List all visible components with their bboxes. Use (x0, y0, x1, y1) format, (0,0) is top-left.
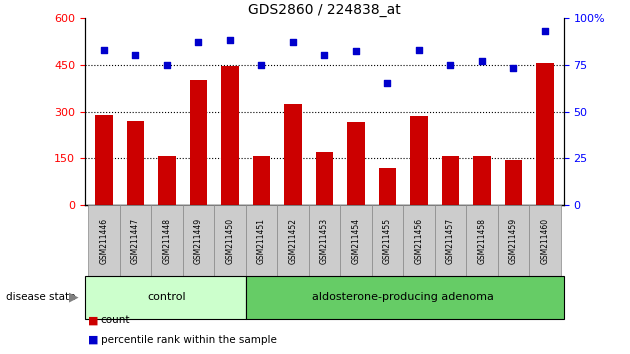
FancyBboxPatch shape (529, 205, 561, 276)
Title: GDS2860 / 224838_at: GDS2860 / 224838_at (248, 3, 401, 17)
FancyBboxPatch shape (372, 205, 403, 276)
Bar (347, 122, 365, 205)
Point (414, 47, 424, 52)
Text: GSM211450: GSM211450 (226, 218, 234, 264)
Point (225, 38, 235, 43)
Point (99, 47, 109, 52)
Text: ■: ■ (88, 315, 99, 325)
Bar (221, 66, 239, 205)
Bar (95, 115, 113, 205)
Text: GSM211447: GSM211447 (131, 218, 140, 264)
Point (319, 52, 329, 58)
Text: ■: ■ (88, 335, 99, 345)
Text: GSM211451: GSM211451 (257, 218, 266, 264)
FancyBboxPatch shape (151, 205, 183, 276)
FancyBboxPatch shape (435, 205, 466, 276)
Text: GSM211459: GSM211459 (509, 218, 518, 264)
FancyBboxPatch shape (498, 205, 529, 276)
Text: count: count (101, 315, 130, 325)
Text: GSM211448: GSM211448 (163, 218, 171, 264)
Point (445, 62, 455, 68)
Bar (505, 160, 522, 205)
Bar (253, 156, 270, 205)
Bar (410, 116, 428, 205)
Point (477, 58, 487, 64)
Text: GSM211455: GSM211455 (383, 218, 392, 264)
Point (193, 39, 203, 45)
Bar (473, 156, 491, 205)
Text: aldosterone-producing adenoma: aldosterone-producing adenoma (312, 292, 494, 302)
Text: GSM211457: GSM211457 (446, 218, 455, 264)
FancyBboxPatch shape (403, 205, 435, 276)
Text: disease state: disease state (6, 292, 76, 302)
Text: GSM211454: GSM211454 (352, 218, 360, 264)
Text: GSM211452: GSM211452 (289, 218, 297, 264)
Point (540, 28, 550, 34)
Bar (158, 156, 176, 205)
Point (351, 48, 361, 54)
Text: ▶: ▶ (69, 291, 79, 304)
FancyBboxPatch shape (340, 205, 372, 276)
Bar (127, 121, 144, 205)
FancyBboxPatch shape (214, 205, 246, 276)
FancyBboxPatch shape (466, 205, 498, 276)
Point (288, 39, 298, 45)
Text: GSM211449: GSM211449 (194, 218, 203, 264)
Bar (442, 156, 459, 205)
Text: GSM211453: GSM211453 (320, 218, 329, 264)
FancyBboxPatch shape (309, 205, 340, 276)
Text: GSM211458: GSM211458 (478, 218, 486, 264)
FancyBboxPatch shape (120, 205, 151, 276)
Bar (536, 63, 554, 205)
FancyBboxPatch shape (246, 276, 564, 319)
Point (508, 65, 518, 71)
Point (162, 62, 172, 68)
Point (256, 62, 266, 68)
Text: GSM211456: GSM211456 (415, 218, 423, 264)
FancyBboxPatch shape (183, 205, 214, 276)
Text: GSM211446: GSM211446 (100, 218, 108, 264)
FancyBboxPatch shape (88, 205, 120, 276)
Text: percentile rank within the sample: percentile rank within the sample (101, 335, 277, 345)
Bar (190, 80, 207, 205)
Point (382, 80, 392, 86)
Bar (379, 169, 396, 205)
Bar (316, 152, 333, 205)
FancyBboxPatch shape (85, 276, 246, 319)
Text: control: control (147, 292, 186, 302)
Bar (284, 104, 302, 205)
Text: GSM211460: GSM211460 (541, 218, 549, 264)
FancyBboxPatch shape (246, 205, 277, 276)
Point (130, 52, 140, 58)
FancyBboxPatch shape (277, 205, 309, 276)
